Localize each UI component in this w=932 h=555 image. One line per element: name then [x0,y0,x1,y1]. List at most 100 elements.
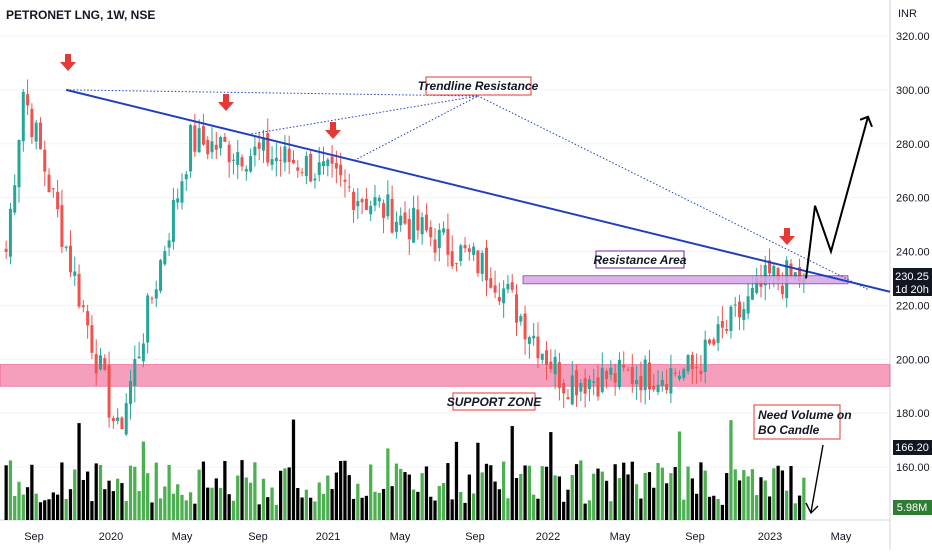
volume-bar [652,487,656,520]
volume-bar [77,423,81,520]
y-tick-label: 320.00 [896,31,930,43]
candle-body [309,153,313,182]
candle-body [742,309,746,320]
trendline-label: Trendline Resistance [418,79,539,93]
candle-body [686,355,690,372]
candle-body [540,353,544,360]
candle-body [677,375,681,379]
volume-bar [283,468,287,520]
volume-bar [60,462,64,520]
candle-body [587,379,591,390]
x-tick-label: Sep [685,531,705,543]
x-tick-label: May [172,531,193,543]
projection-path [805,116,869,279]
volume-bar [154,462,158,520]
volume-bar [510,426,514,520]
candle-body [729,306,733,332]
volume-bar [467,474,471,520]
volume-bar [38,502,43,520]
candle-body [450,251,454,267]
volume-bar [536,498,540,520]
candle-body [214,144,218,150]
volume-bar [613,464,617,520]
candle-body [433,239,437,253]
volume-bar [596,468,600,520]
candle-body [141,343,145,362]
support-zone [0,364,891,387]
volume-bar [626,474,630,520]
overlays [60,54,891,515]
candle-body [605,370,609,380]
volume-bar [656,462,660,520]
candle-body [360,199,364,203]
candle-body [300,172,304,174]
arrow-down-icon [325,122,341,139]
volume-bar [780,470,785,520]
volume-bar [789,466,793,520]
volume-bar [755,495,759,520]
volume-bar [502,461,506,520]
volume-bar [8,460,13,520]
volume-bar [695,493,699,520]
volume-bar [248,482,253,520]
volume-bar [686,466,690,520]
volume-bar [73,469,77,520]
candle-body [798,267,802,282]
volume-bar [68,489,73,520]
x-tick-label: 2023 [758,531,782,543]
candle-body [26,94,30,106]
x-tick-label: May [390,531,411,543]
volume-bar [622,462,626,520]
candle-body [129,380,133,404]
volume-bar [176,484,180,520]
candle-body [527,337,531,344]
candle-body [356,201,360,207]
volume-bar [767,496,772,520]
volume-bar [313,501,317,520]
volume-bar [141,441,146,520]
candle-body [549,361,553,370]
volume-bar [124,501,128,520]
volume-bar [90,501,94,520]
arrow-down-icon [60,54,76,71]
volume-bar [493,481,497,520]
volume-bar [549,432,553,520]
resistance-label-box: Resistance Area [594,250,687,269]
y-tick-label: 160.00 [896,462,930,474]
candle-body [596,377,600,397]
volume-bar [17,481,21,520]
trendline-label-box: Trendline Resistance [418,76,539,96]
candle-body [613,373,617,383]
volume-bar [557,476,562,520]
chart-title: PETRONET LNG, 1W, NSE [6,8,156,22]
volume-bar [579,460,583,520]
candle-body [566,397,570,400]
volume-bar [480,472,484,520]
candle-body [480,252,484,274]
volume-bar [21,494,25,520]
candle-body [656,384,660,392]
volume-bar [55,494,60,520]
candle-body [184,174,188,180]
volume-bar [98,465,103,520]
volume-bar [544,466,549,520]
trendline-connector [248,95,479,135]
volume-bar [25,487,30,520]
arrow-down-icon [779,228,795,245]
candle-body [377,197,381,202]
resistance-label: Resistance Area [594,253,687,267]
candle-body [429,227,433,238]
volume-bar [737,480,742,520]
trendline-connector [353,95,479,161]
volume-bar [270,487,274,520]
volume-bar [266,497,270,520]
candle-body [219,137,223,149]
support-zone-band [0,364,891,387]
candle-body [699,370,703,375]
candle-body [446,228,450,255]
volume-bar [300,497,304,520]
candle-body [536,336,540,359]
candle-body [635,379,639,384]
